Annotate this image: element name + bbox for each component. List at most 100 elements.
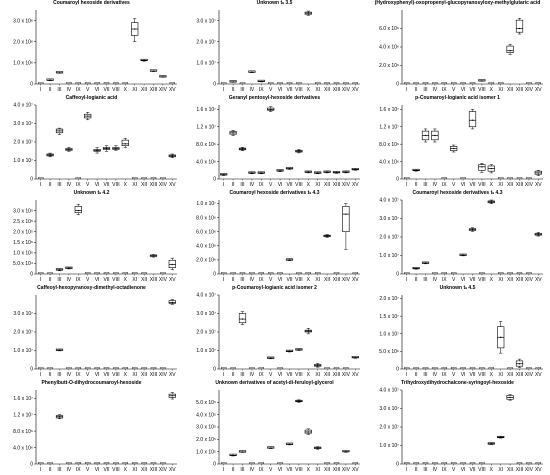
x-tick-label: VI bbox=[95, 372, 100, 378]
x-tick-label: XIV bbox=[525, 87, 534, 93]
mean-marker bbox=[317, 172, 319, 174]
baseline-box bbox=[497, 177, 504, 180]
box-XII bbox=[323, 234, 331, 238]
x-tick-label: I bbox=[40, 467, 41, 473]
baseline-box bbox=[160, 272, 166, 275]
mean-marker bbox=[453, 147, 455, 150]
x-tick-label: II bbox=[415, 372, 418, 378]
baseline-box bbox=[441, 272, 448, 275]
mean-marker bbox=[58, 416, 61, 418]
x-tick-label: XII bbox=[507, 372, 513, 378]
x-tick-label: XIV bbox=[525, 182, 534, 188]
x-tick-label: XII bbox=[141, 87, 147, 93]
chart-title: (Hydroxyphenyl)-oxopropenyl-glucopyranos… bbox=[374, 0, 541, 6]
baseline-box bbox=[333, 82, 340, 85]
baseline-box bbox=[507, 177, 513, 180]
box-VIII bbox=[295, 399, 303, 403]
y-tick-label: 2.0 x 10⁵ bbox=[196, 437, 216, 443]
x-tick-label: XIV bbox=[342, 87, 351, 93]
x-tick-label: I bbox=[406, 467, 407, 473]
box-VII bbox=[468, 227, 477, 232]
baseline-box bbox=[526, 462, 532, 465]
y-tick-label: 1.0 x 10⁷ bbox=[13, 348, 33, 354]
box-XV bbox=[168, 153, 176, 158]
x-tick-label: XV bbox=[535, 467, 542, 473]
y-tick-label: 2.0 x 10⁷ bbox=[13, 330, 33, 336]
chart-title: Coumaroyl hexoside derivatives tₛ 4.3 bbox=[412, 190, 503, 196]
x-tick-label: XI bbox=[498, 277, 503, 283]
box-VII bbox=[285, 442, 294, 446]
x-tick-label: XIII bbox=[333, 277, 341, 283]
box-iqr bbox=[342, 206, 350, 233]
box-iqr bbox=[478, 164, 486, 171]
x-tick-label: XV bbox=[352, 467, 359, 473]
baseline-box bbox=[221, 462, 227, 465]
x-tick-label: XIV bbox=[525, 372, 534, 378]
x-tick-label: XIV bbox=[159, 87, 168, 93]
baseline-box bbox=[94, 367, 100, 370]
mean-marker bbox=[171, 395, 173, 397]
x-tick-label: VII bbox=[469, 372, 475, 378]
mean-marker bbox=[77, 209, 79, 212]
baseline-box bbox=[94, 272, 100, 275]
chart-title: Coumaroyl hexoside derivatives bbox=[53, 0, 130, 6]
x-tick-label: VIII bbox=[295, 372, 303, 378]
x-tick-label: XII bbox=[141, 467, 147, 473]
mean-marker bbox=[241, 451, 244, 453]
x-tick-label: I bbox=[223, 87, 224, 93]
x-tick-label: VIII bbox=[478, 182, 486, 188]
box-XI bbox=[497, 435, 505, 439]
x-tick-label: II bbox=[232, 277, 235, 283]
chart-panel: Phenylbutt-O-dihydrocoumaroyl-hexoside 0 4… bbox=[0, 380, 183, 475]
baseline-box bbox=[516, 462, 523, 465]
baseline-box bbox=[277, 272, 283, 275]
y-tick-label: 4.0 x 10⁷ bbox=[13, 103, 33, 109]
mean-marker bbox=[518, 363, 521, 365]
chart-panel: Caffeoyl-hexopyranosy-dimethyl-octadieno… bbox=[0, 285, 183, 380]
mean-marker bbox=[317, 364, 319, 366]
chart-title: p-Coumaroyl-logianic acid isomer 2 bbox=[232, 285, 317, 291]
mean-marker bbox=[232, 454, 234, 456]
baseline-box bbox=[450, 272, 457, 275]
baseline-box bbox=[352, 462, 359, 465]
box-III bbox=[238, 146, 247, 151]
baseline-box bbox=[122, 367, 129, 370]
mean-marker bbox=[481, 166, 483, 168]
x-tick-label: I bbox=[406, 182, 407, 188]
x-tick-label: I bbox=[406, 87, 407, 93]
y-tick-label: 3.0 x 10⁷ bbox=[196, 18, 216, 24]
x-tick-label: VI bbox=[278, 277, 283, 283]
x-tick-label: X bbox=[490, 182, 494, 188]
y-tick-label: 3.0 x 10⁷ bbox=[379, 406, 399, 412]
y-tick-label: 0 bbox=[30, 367, 33, 373]
baseline-box bbox=[66, 462, 72, 465]
y-tick-label: 5.0 x 10⁶ bbox=[379, 349, 399, 355]
baseline-box bbox=[141, 177, 147, 180]
box-VI bbox=[93, 147, 101, 154]
baseline-box bbox=[103, 272, 110, 275]
x-tick-label: V bbox=[269, 87, 273, 93]
y-tick-label: 8.0 x 10⁶ bbox=[379, 142, 399, 148]
x-tick-label: II bbox=[415, 182, 418, 188]
y-tick-label: 1.0 x 10⁷ bbox=[196, 348, 216, 354]
x-tick-label: II bbox=[232, 87, 235, 93]
baseline-box bbox=[150, 177, 157, 180]
x-tick-label: VI bbox=[461, 87, 466, 93]
baseline-box bbox=[488, 367, 495, 370]
baseline-box bbox=[113, 367, 119, 370]
baseline-box bbox=[221, 367, 227, 370]
box-VII bbox=[285, 167, 294, 170]
baseline-box bbox=[469, 367, 476, 370]
baseline-box bbox=[122, 272, 129, 275]
y-tick-label: 4.0 x 10⁵ bbox=[196, 412, 216, 418]
x-tick-label: XV bbox=[352, 277, 359, 283]
x-tick-label: XII bbox=[324, 182, 330, 188]
x-tick-label: III bbox=[57, 467, 61, 473]
